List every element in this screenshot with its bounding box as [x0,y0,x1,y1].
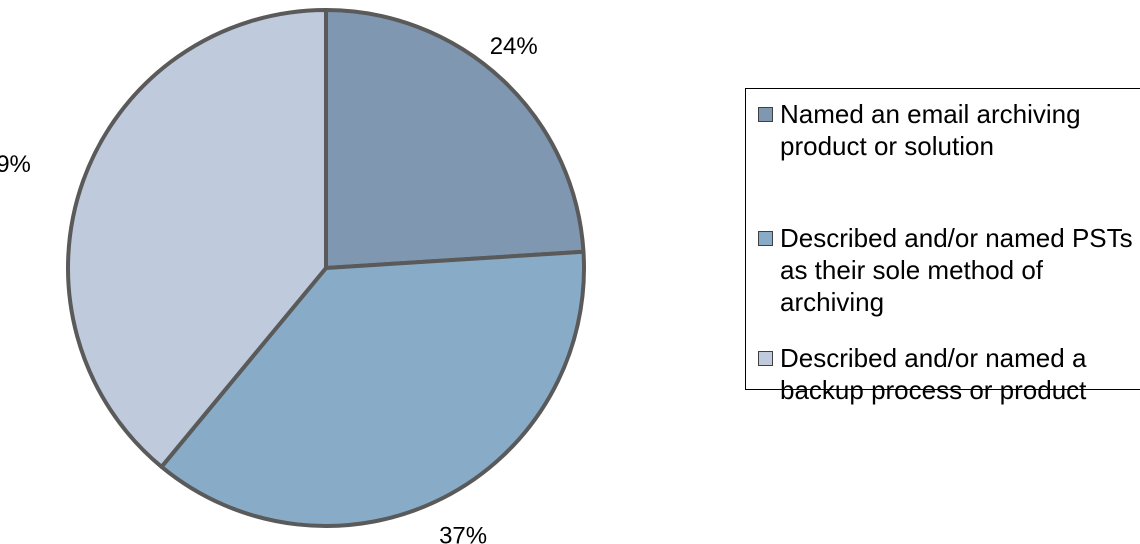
legend-swatch-backup [758,351,773,366]
legend-swatch-psts [758,231,773,246]
legend-swatch-email-archiving [758,107,773,122]
legend-item-backup: Described and/or named a backup process … [758,342,1140,406]
legend: Named an email archiving product or solu… [745,88,1140,405]
pie-slice-backup [66,8,328,469]
legend-item-psts: Described and/or named PSTs as their sol… [758,222,1140,318]
legend-label-backup: Described and/or named a backup process … [780,343,1087,405]
data-label-psts: 37% [439,522,487,544]
legend-label-psts: Described and/or named PSTs as their sol… [780,223,1133,317]
pie-slice-psts [159,249,586,528]
pie-slice-email-archiving [324,8,586,270]
data-label-email-archiving: 24% [490,33,538,60]
legend-item-email-archiving: Named an email archiving product or solu… [758,98,1140,162]
pie-chart: 24% 37% 39% [0,8,586,544]
data-label-backup: 39% [0,151,31,178]
legend-label-email-archiving: Named an email archiving product or solu… [780,99,1081,161]
